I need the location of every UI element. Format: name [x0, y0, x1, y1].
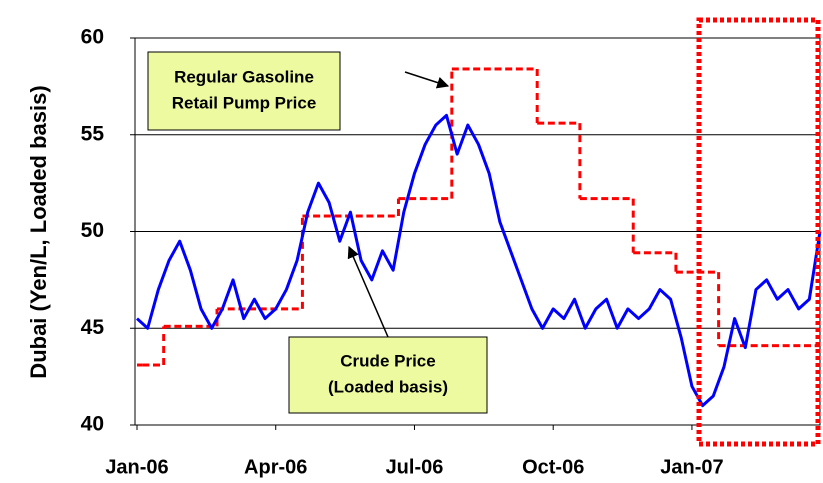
- y-tick-label: 40: [81, 413, 104, 436]
- x-tick-label: Oct-06: [522, 456, 584, 478]
- annotation-arrow: [404, 71, 450, 89]
- annotation-text: (Loaded basis): [328, 377, 448, 396]
- y-tick-label: 45: [81, 316, 105, 339]
- y-tick-label: 55: [81, 122, 105, 145]
- annotation-text: Regular Gasoline: [174, 67, 314, 86]
- annotation-arrow: [347, 245, 389, 338]
- highlight-box: [696, 17, 821, 447]
- x-tick-label: Apr-06: [244, 456, 307, 478]
- annotation-text: Retail Pump Price: [172, 93, 317, 112]
- annotation-box: [147, 51, 341, 131]
- annotation-text: Crude Price: [340, 351, 435, 370]
- crude-line: [135, 113, 822, 408]
- y-axis-label: Dubai (Yen/L, Loaded basis): [26, 85, 51, 378]
- annotation-box: [288, 336, 488, 414]
- x-tick-label: Jul-06: [386, 456, 444, 478]
- y-tick-label: 60: [81, 26, 104, 49]
- x-tick-label: Jan-06: [105, 456, 168, 478]
- y-tick-label: 50: [81, 219, 104, 242]
- x-tick-label: Jan-07: [660, 456, 723, 478]
